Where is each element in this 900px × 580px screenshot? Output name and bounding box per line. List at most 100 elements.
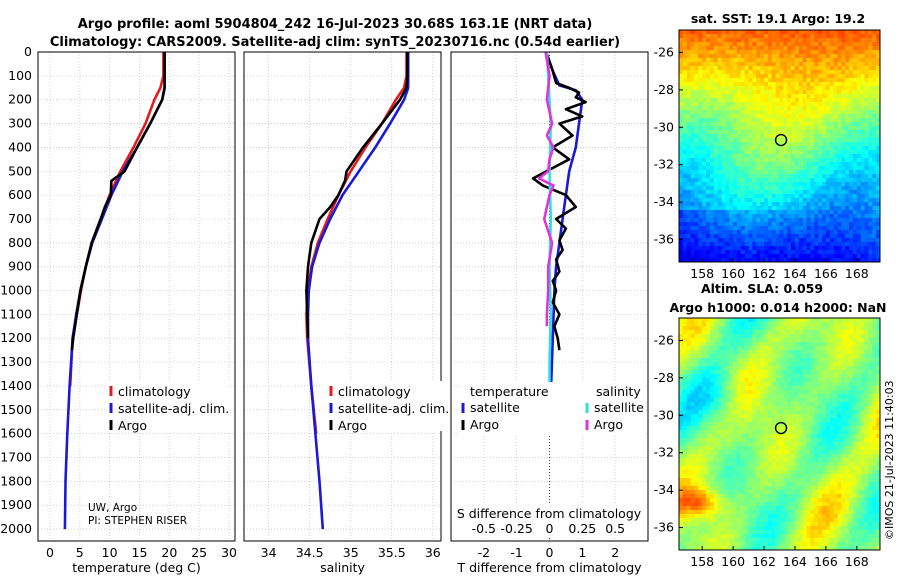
legend-label: Argo [470, 417, 499, 432]
map-cell [852, 254, 858, 259]
map-cell [876, 86, 881, 91]
map-cell [794, 402, 800, 407]
map-cell [806, 38, 811, 43]
map-cell [709, 406, 715, 411]
map-cell [694, 422, 699, 427]
map-cell [729, 258, 734, 263]
map-cell [717, 154, 722, 159]
map-cell [733, 438, 738, 443]
map-cell [779, 58, 784, 63]
map-cell [818, 146, 823, 151]
map-cell [822, 402, 827, 407]
map-cell [849, 238, 854, 243]
map-cell [849, 114, 854, 119]
map-cell [690, 446, 695, 451]
map-cell [825, 446, 831, 451]
map-cell [794, 66, 800, 71]
map-cell [709, 70, 715, 75]
map-cell [856, 446, 862, 451]
map-cell [694, 190, 699, 195]
map-cell [748, 390, 753, 395]
map-cell [794, 46, 800, 51]
map-cell [752, 342, 757, 347]
map-cell [725, 198, 730, 203]
map-cell [771, 346, 777, 351]
map-cell [872, 122, 877, 127]
map-cell [818, 150, 823, 155]
map-cell [818, 70, 823, 75]
x-tick-label: 25 [191, 545, 207, 560]
map-cell [841, 50, 846, 55]
map-cell [744, 210, 749, 215]
map-cell [729, 58, 734, 63]
map-cell [698, 110, 703, 115]
map-cell [802, 418, 807, 423]
map-cell [702, 178, 707, 183]
map-cell [764, 214, 769, 219]
map-cell [825, 78, 831, 83]
map-cell [702, 102, 707, 107]
map-cell [686, 406, 691, 411]
map-cell [849, 198, 854, 203]
map-cell [841, 350, 846, 355]
map-cell [740, 390, 746, 395]
map-cell [833, 142, 838, 147]
map-cell [833, 318, 838, 323]
map-cell [791, 214, 796, 219]
map-cell [767, 406, 773, 411]
map-cell [725, 42, 730, 47]
map-cell [829, 422, 835, 427]
map-cell [825, 62, 831, 67]
map-cell [783, 374, 788, 379]
map-cell [783, 58, 788, 63]
map-cell [752, 258, 757, 263]
map-cell [764, 178, 769, 183]
map-cell [829, 30, 835, 35]
map-cell [810, 362, 815, 367]
map-cell [748, 430, 753, 435]
map-cell [833, 254, 838, 259]
map-cell [698, 30, 703, 35]
map-cell [829, 434, 835, 439]
map-cell [833, 374, 838, 379]
map-cell [740, 250, 746, 255]
map-cell [729, 322, 734, 327]
map-cell [713, 210, 719, 215]
map-cell [682, 426, 688, 431]
map-cell [733, 30, 738, 35]
map-cell [733, 254, 738, 259]
map-cell [818, 114, 823, 119]
map-cell [876, 254, 881, 259]
map-cell [686, 86, 691, 91]
map-cell [686, 234, 691, 239]
map-cell [717, 446, 722, 451]
map-cell [845, 46, 850, 51]
map-cell [721, 46, 726, 51]
map-cell [825, 318, 831, 323]
map-cell [682, 46, 688, 51]
map-cell [729, 330, 734, 335]
map-cell [818, 170, 823, 175]
map-cell [833, 62, 838, 67]
map-cell [798, 194, 804, 199]
map-cell [864, 350, 869, 355]
map-cell [806, 214, 811, 219]
map-cell [682, 130, 688, 135]
map-cell [744, 62, 749, 67]
map-cell [868, 330, 873, 335]
map-cell [679, 406, 684, 411]
map-cell [764, 338, 769, 343]
map-cell [810, 50, 815, 55]
map-cell [818, 34, 823, 39]
map-cell [810, 350, 815, 355]
map-cell [760, 198, 765, 203]
map-cell [733, 118, 738, 123]
map-cell [771, 90, 777, 95]
map-cell [864, 62, 869, 67]
map-cell [818, 78, 823, 83]
map-cell [856, 406, 862, 411]
map-cell [822, 118, 827, 123]
x-tick-label: 168 [845, 266, 869, 281]
map-cell [806, 74, 811, 79]
series-line-salinity-argo [537, 51, 555, 327]
